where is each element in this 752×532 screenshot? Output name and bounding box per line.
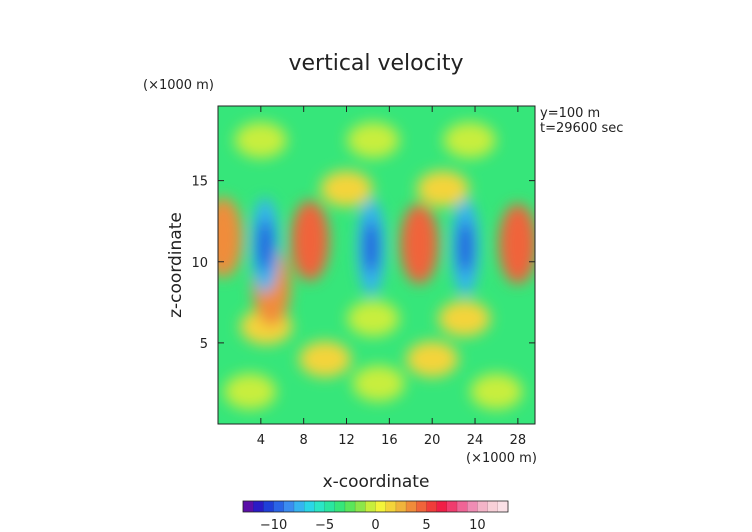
x-tick-label: 20: [424, 433, 441, 448]
colorbar-swatch: [344, 501, 356, 512]
field-feature: [498, 203, 535, 284]
field-feature: [416, 170, 469, 207]
plot-frame: [217, 105, 536, 425]
colorbar-swatch: [385, 501, 397, 512]
field-feature: [347, 122, 400, 159]
field-feature: [234, 122, 287, 159]
y-tick-label: 15: [191, 175, 208, 190]
field-feature: [320, 170, 373, 207]
x-unit-label: (×1000 m): [466, 451, 537, 466]
x-axis-ticks: 4 8 12 16 20 24 28: [257, 106, 526, 448]
colorbar-swatch: [253, 501, 264, 512]
field-feature: [224, 373, 277, 410]
colorbar-swatch: [487, 501, 499, 512]
colorbar-swatch: [457, 501, 468, 512]
colorbar-swatch: [395, 501, 407, 512]
field-feature: [470, 373, 523, 410]
colorbar-swatch: [436, 501, 448, 512]
colorbar-tick-label: 10: [469, 518, 486, 532]
colorbar-swatch: [477, 501, 489, 512]
colorbar-ticks: −10 −5 0 5 10: [260, 518, 486, 532]
x-axis-label: x-coordinate: [323, 472, 430, 492]
y-tick-label: 10: [191, 256, 208, 271]
colorbar-tick-label: −10: [260, 518, 287, 532]
x-tick-label: 8: [300, 433, 308, 448]
colorbar-swatch: [273, 501, 285, 512]
colorbar-swatch: [416, 501, 427, 512]
field-feature-core: [459, 220, 472, 274]
field-feature: [352, 365, 405, 402]
y-axis-ticks: 5 10 15: [191, 175, 535, 352]
field-feature: [406, 341, 459, 378]
colorbar-swatch: [293, 501, 305, 512]
field-feature: [347, 300, 400, 337]
colorbar-tick-label: 5: [422, 518, 430, 532]
x-tick-label: 4: [257, 433, 265, 448]
field-feature: [299, 341, 352, 378]
colorbar-swatch: [446, 501, 458, 512]
x-tick-label: 12: [338, 433, 355, 448]
annotation-position: y=100 m: [540, 106, 600, 121]
x-tick-label: 24: [467, 433, 484, 448]
x-tick-label: 16: [381, 433, 398, 448]
colorbar-tick-label: 0: [371, 518, 379, 532]
y-axis-label: z-coordinate: [166, 212, 186, 318]
annotation-time: t=29600 sec: [540, 121, 623, 136]
colorbar-swatch: [283, 501, 295, 512]
y-tick-label: 5: [200, 337, 208, 352]
colorbar: [242, 500, 509, 513]
y-unit-label: (×1000 m): [143, 78, 214, 93]
colorbar-swatch: [304, 501, 315, 512]
field-feature: [443, 122, 496, 159]
colorbar-tick-label: −5: [315, 518, 334, 532]
colorbar-swatch: [243, 501, 254, 512]
colorbar-swatch: [314, 501, 325, 512]
colorbar-swatch: [365, 501, 376, 512]
colorbar-swatch: [375, 501, 387, 512]
colorbar-swatch: [263, 501, 274, 512]
x-tick-label: 28: [510, 433, 527, 448]
field-feature-core: [258, 219, 272, 272]
contour-field: [218, 106, 535, 424]
field-features: [218, 122, 535, 410]
field-feature: [438, 300, 491, 337]
colorbar-swatch: [355, 501, 366, 512]
colorbar-swatch: [334, 501, 346, 512]
colorbar-swatch: [426, 501, 438, 512]
colorbar-swatch: [497, 501, 509, 512]
chart-title: vertical velocity: [288, 51, 463, 76]
field-feature: [291, 200, 330, 281]
field-feature: [400, 203, 439, 284]
field-feature-core: [364, 220, 378, 274]
colorbar-swatch: [467, 501, 478, 512]
field-feature: [218, 197, 243, 278]
colorbar-swatch: [406, 501, 417, 512]
colorbar-swatch: [324, 501, 336, 512]
